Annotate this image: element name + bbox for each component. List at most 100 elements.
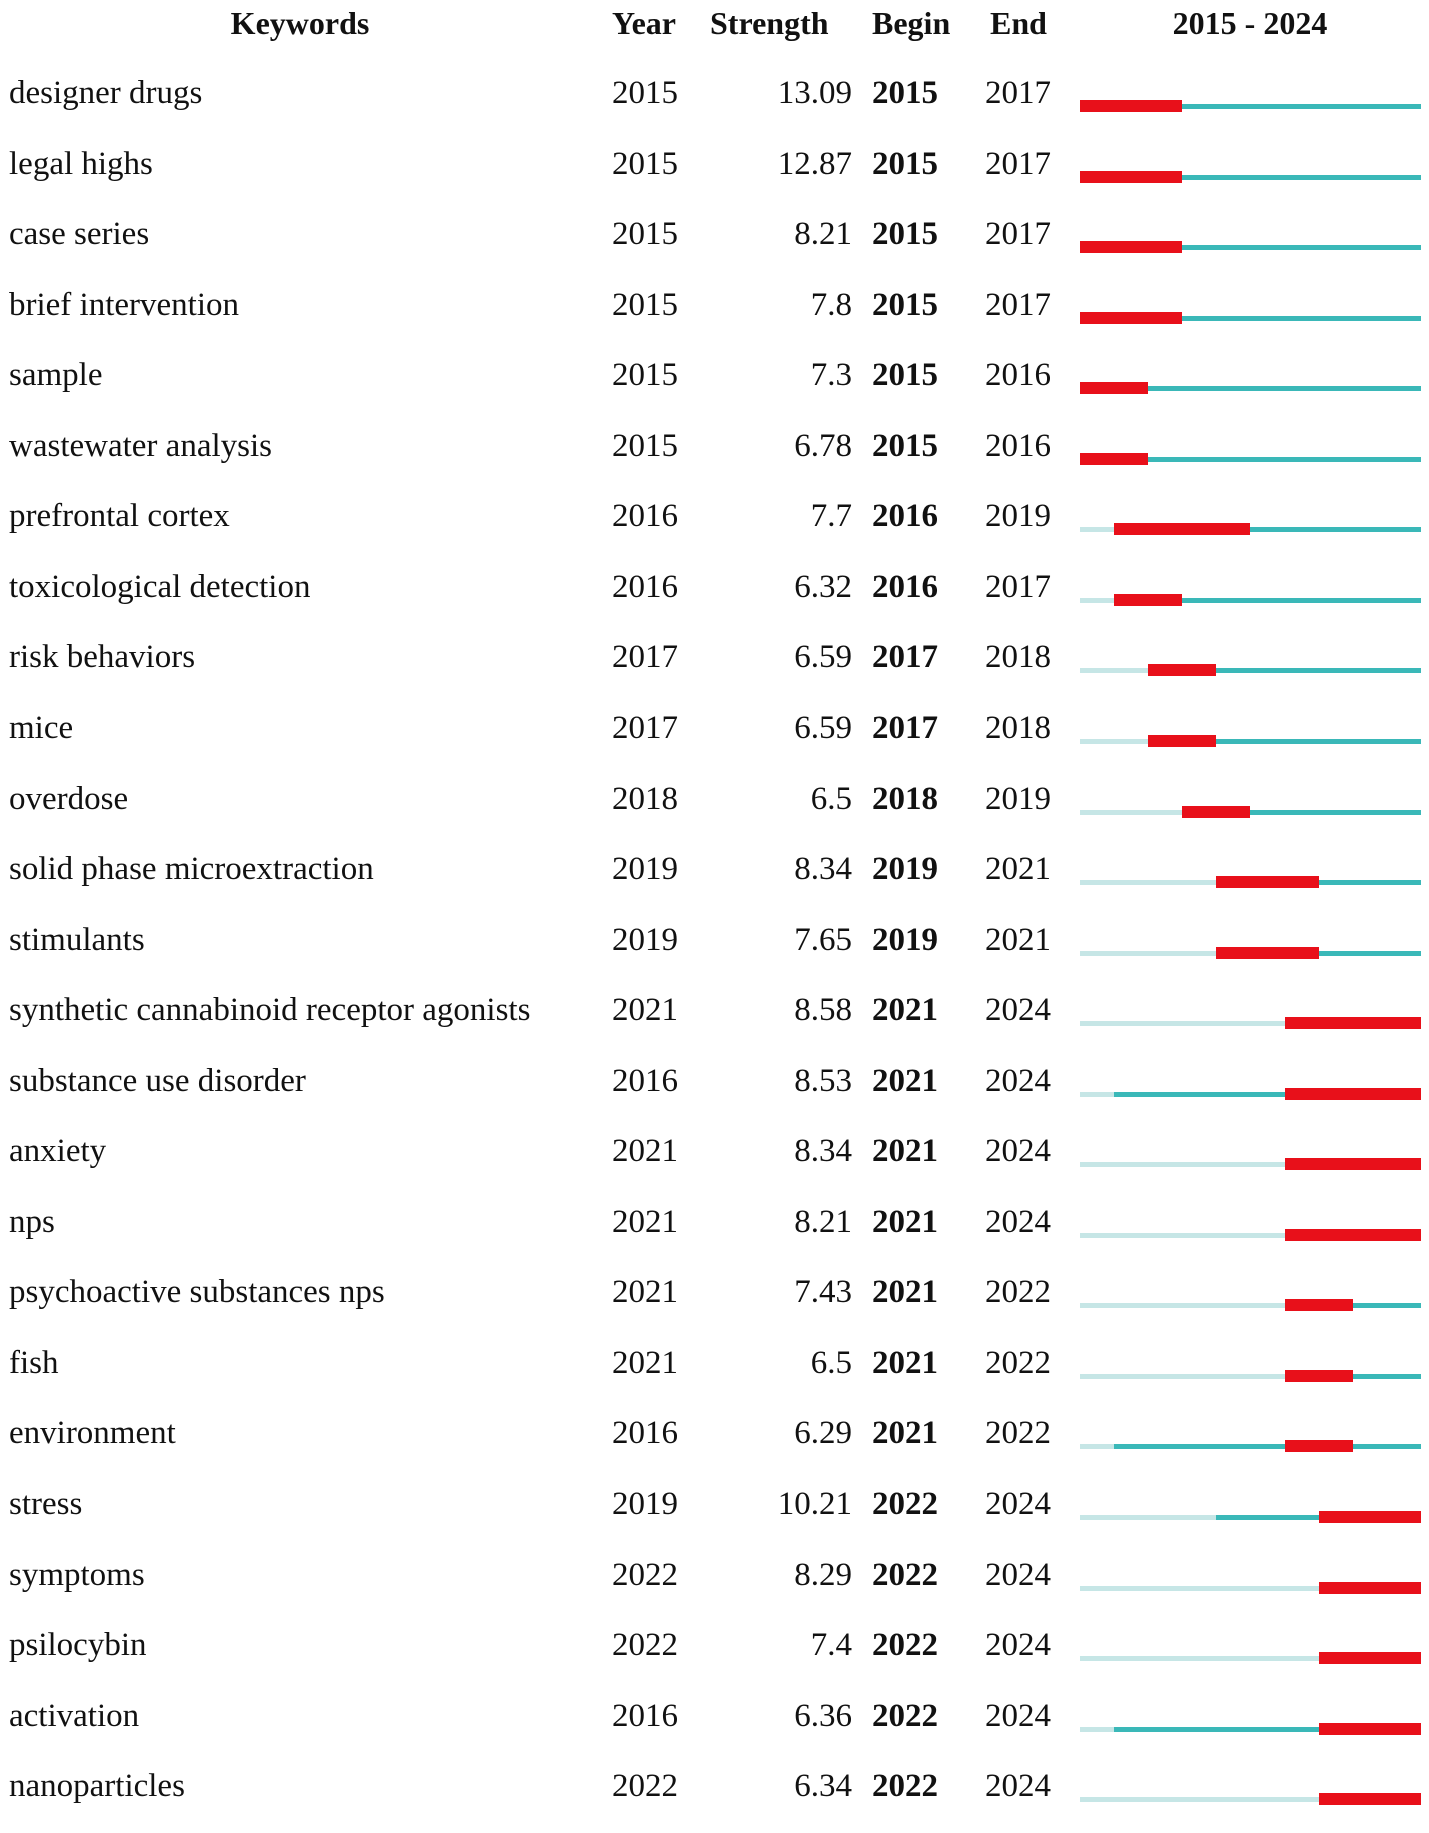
year-value: 2022 (612, 1768, 678, 1805)
header-end: End (990, 5, 1047, 41)
table-row: fish 2021 6.5 2021 2022 (0, 1340, 1429, 1410)
table-row: legal highs 2015 12.87 2015 2017 (0, 141, 1429, 211)
begin-value: 2021 (872, 1274, 938, 1311)
begin-value: 2016 (872, 498, 938, 535)
inactive-segment (1080, 1232, 1285, 1238)
strength-value: 7.4 (810, 1627, 852, 1664)
begin-value: 2015 (872, 357, 938, 394)
burst-segment (1318, 1722, 1421, 1735)
end-value: 2017 (985, 145, 1051, 182)
burst-timeline (1080, 1576, 1421, 1602)
table-row: nps 2021 8.21 2021 2024 (0, 1199, 1429, 1269)
year-value: 2015 (612, 145, 678, 182)
keyword-label: activation (9, 1697, 140, 1734)
year-value: 2021 (612, 1133, 678, 1170)
strength-value: 6.34 (794, 1768, 852, 1805)
burst-timeline (1080, 1646, 1421, 1672)
end-value: 2024 (985, 1062, 1051, 1099)
table-row: solid phase microextraction 2019 8.34 2019 2… (0, 846, 1429, 916)
inactive-segment (1080, 597, 1115, 603)
begin-value: 2015 (872, 216, 938, 253)
burst-timeline (1080, 235, 1421, 261)
table-row: prefrontal cortex 2016 7.7 2016 2019 (0, 493, 1429, 563)
keyword-label: nps (9, 1203, 55, 1240)
active-segment (1216, 950, 1421, 956)
strength-value: 8.34 (794, 851, 852, 888)
year-value: 2022 (612, 1627, 678, 1664)
keyword-label: wastewater analysis (9, 427, 272, 464)
table-row: mice 2017 6.59 2017 2018 (0, 705, 1429, 775)
inactive-segment (1080, 950, 1217, 956)
begin-value: 2021 (872, 1415, 938, 1452)
year-value: 2019 (612, 1486, 678, 1522)
inactive-segment (1080, 1515, 1217, 1520)
burst-segment (1284, 1017, 1421, 1030)
begin-value: 2021 (872, 1133, 938, 1170)
strength-value: 8.34 (794, 1133, 852, 1170)
burst-segment (1080, 241, 1183, 254)
inactive-segment (1080, 1373, 1285, 1379)
strength-value: 13.09 (777, 75, 852, 111)
end-value: 2022 (985, 1415, 1051, 1452)
header-year: Year (612, 5, 676, 41)
active-segment (1114, 1091, 1421, 1097)
burst-segment (1148, 734, 1217, 747)
table-row: substance use disorder 2016 8.53 2021 2024 (0, 1058, 1429, 1128)
keyword-label: mice (9, 709, 74, 746)
year-value: 2016 (612, 568, 678, 605)
end-value: 2018 (985, 639, 1051, 676)
strength-value: 6.78 (794, 427, 852, 464)
end-value: 2024 (985, 1203, 1051, 1240)
keyword-label: designer drugs (9, 75, 203, 111)
inactive-segment (1080, 1726, 1115, 1732)
burst-timeline (1080, 165, 1421, 191)
burst-segment (1080, 382, 1149, 395)
year-value: 2017 (612, 639, 678, 676)
table-row: psychoactive substances nps 2021 7.43 2021 2… (0, 1269, 1429, 1339)
inactive-segment (1080, 738, 1149, 744)
end-value: 2016 (985, 357, 1051, 394)
end-value: 2022 (985, 1344, 1051, 1381)
keyword-label: brief intervention (9, 286, 240, 323)
inactive-segment (1080, 668, 1149, 674)
strength-value: 8.58 (794, 992, 852, 1029)
strength-value: 6.59 (794, 639, 852, 676)
year-value: 2021 (612, 1203, 678, 1240)
burst-timeline (1080, 1717, 1421, 1743)
year-value: 2016 (612, 1697, 678, 1734)
end-value: 2024 (985, 1627, 1051, 1664)
keyword-label: stimulants (9, 921, 145, 958)
keyword-label: case series (9, 216, 150, 253)
end-value: 2024 (985, 1486, 1051, 1522)
keyword-label: synthetic cannabinoid receptor agonists (9, 992, 531, 1029)
inactive-segment (1080, 1656, 1319, 1662)
begin-value: 2021 (872, 1203, 938, 1240)
begin-value: 2019 (872, 921, 938, 958)
table-row: overdose 2018 6.5 2018 2019 (0, 776, 1429, 846)
begin-value: 2015 (872, 286, 938, 323)
keyword-label: solid phase microextraction (9, 851, 374, 888)
begin-value: 2022 (872, 1627, 938, 1664)
end-value: 2017 (985, 216, 1051, 253)
year-value: 2015 (612, 427, 678, 464)
inactive-segment (1080, 1162, 1285, 1168)
active-segment (1114, 1444, 1421, 1450)
inactive-segment (1080, 1585, 1319, 1591)
burst-timeline (1080, 941, 1421, 967)
year-value: 2022 (612, 1556, 678, 1593)
strength-value: 6.29 (794, 1415, 852, 1452)
active-segment (1284, 1373, 1421, 1379)
burst-segment (1216, 876, 1319, 889)
strength-value: 7.65 (794, 921, 852, 958)
keyword-label: anxiety (9, 1133, 107, 1170)
year-value: 2015 (612, 75, 678, 111)
year-value: 2019 (612, 921, 678, 958)
keyword-label: risk behaviors (9, 639, 196, 676)
burst-timeline (1080, 94, 1421, 120)
burst-timeline (1080, 1223, 1421, 1249)
begin-value: 2022 (872, 1768, 938, 1805)
table-row: brief intervention 2015 7.8 2015 2017 (0, 282, 1429, 352)
strength-value: 10.21 (777, 1486, 852, 1522)
keyword-label: legal highs (9, 145, 153, 182)
